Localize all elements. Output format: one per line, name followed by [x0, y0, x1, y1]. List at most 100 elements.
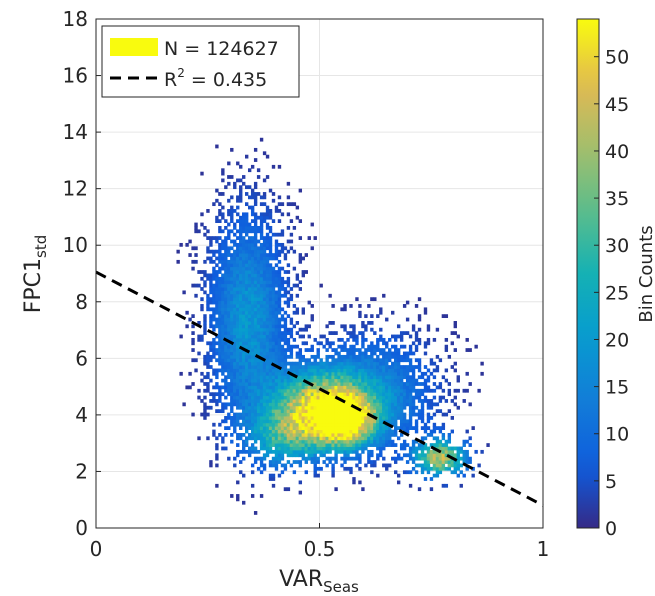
heatmap-bin: [304, 368, 308, 373]
heatmap-bin: [402, 388, 407, 393]
heatmap-bin: [304, 382, 308, 386]
heatmap-bin: [283, 348, 288, 352]
heatmap-bin: [417, 443, 422, 447]
heatmap-bin: [361, 429, 365, 434]
heatmap-bin: [361, 443, 365, 447]
heatmap-bin: [221, 402, 225, 407]
heatmap-bin: [438, 385, 443, 390]
heatmap-bin: [298, 385, 303, 390]
heatmap-bin: [304, 270, 308, 274]
heatmap-bin: [396, 436, 401, 441]
heatmap-bin: [304, 358, 308, 363]
heatmap-bin: [456, 460, 460, 464]
heatmap-bin: [268, 361, 273, 366]
heatmap-bin: [218, 266, 222, 271]
heatmap-bin: [215, 409, 219, 414]
heatmap-bin: [245, 371, 249, 376]
heatmap-bin: [215, 443, 219, 447]
heatmap-bin: [239, 354, 243, 359]
heatmap-bin: [310, 460, 314, 464]
heatmap-bin: [358, 432, 362, 437]
heatmap-bin: [227, 382, 231, 386]
heatmap-bin: [307, 443, 311, 447]
heatmap-bin: [274, 246, 279, 251]
heatmap-bin: [221, 290, 225, 295]
heatmap-bin: [379, 422, 383, 427]
x-tick-label: 0: [90, 537, 103, 561]
heatmap-bin: [301, 378, 305, 383]
heatmap-bin: [411, 466, 416, 471]
heatmap-bin: [307, 429, 311, 434]
heatmap-bin: [191, 246, 195, 251]
heatmap-bin: [361, 337, 365, 342]
heatmap-bin: [233, 290, 237, 295]
heatmap-bin: [402, 399, 407, 403]
heatmap-bin: [239, 229, 243, 234]
heatmap-bin: [245, 239, 249, 244]
heatmap-bin: [289, 402, 294, 407]
heatmap-bin: [376, 382, 380, 386]
heatmap-bin: [325, 399, 329, 403]
heatmap-bin: [239, 436, 243, 441]
heatmap-bin: [444, 378, 449, 383]
heatmap-bin: [176, 259, 180, 264]
heatmap-bin: [227, 253, 231, 257]
heatmap-bin: [265, 358, 270, 363]
heatmap-bin: [370, 368, 374, 373]
heatmap-bin: [265, 432, 270, 437]
heatmap-bin: [295, 446, 300, 451]
heatmap-bin: [256, 297, 261, 302]
heatmap-bin: [259, 334, 264, 339]
heatmap-bin: [256, 321, 261, 325]
heatmap-bin: [253, 321, 258, 325]
heatmap-bin: [286, 392, 291, 397]
heatmap-bin: [289, 416, 294, 420]
heatmap-bin: [265, 263, 270, 268]
heatmap-bin: [313, 365, 317, 369]
heatmap-bin: [450, 453, 454, 458]
heatmap-bin: [256, 358, 261, 363]
heatmap-bin: [388, 337, 392, 342]
heatmap-bin: [277, 412, 282, 417]
heatmap-bin: [316, 473, 320, 478]
heatmap-bin: [236, 273, 240, 278]
heatmap-bin: [423, 399, 428, 403]
heatmap-bin: [233, 354, 237, 359]
heatmap-bin: [262, 382, 267, 386]
heatmap-bin: [236, 307, 240, 312]
heatmap-bin: [242, 456, 246, 461]
heatmap-bin: [352, 344, 356, 349]
heatmap-bin: [331, 419, 335, 424]
heatmap-bin: [212, 310, 216, 315]
heatmap-bin: [402, 470, 407, 475]
heatmap-bin: [328, 392, 332, 397]
heatmap-bin: [370, 470, 374, 475]
heatmap-bin: [361, 416, 365, 420]
heatmap-bin: [414, 470, 419, 475]
heatmap-bin: [289, 334, 294, 339]
heatmap-bin: [298, 429, 303, 434]
heatmap-bin: [340, 382, 344, 386]
heatmap-bin: [313, 375, 317, 380]
heatmap-bin: [277, 443, 282, 447]
heatmap-bin: [399, 358, 404, 363]
heatmap-bin: [233, 307, 237, 312]
heatmap-bin: [268, 446, 273, 451]
heatmap-bin: [379, 334, 383, 339]
heatmap-bin: [247, 341, 252, 346]
colorbar-tick-label: 50: [605, 47, 629, 69]
heatmap-bin: [265, 154, 270, 159]
heatmap-bin: [310, 405, 314, 410]
heatmap-bin: [307, 371, 311, 376]
heatmap-bin: [355, 446, 359, 451]
heatmap-bin: [265, 300, 270, 305]
heatmap-bin: [352, 409, 356, 414]
heatmap-bin: [236, 497, 240, 502]
heatmap-bin: [271, 283, 276, 288]
heatmap-bin: [245, 273, 249, 278]
heatmap-bin: [319, 382, 323, 386]
heatmap-bin: [262, 290, 267, 295]
heatmap-bin: [414, 405, 419, 410]
heatmap-bin: [435, 426, 440, 430]
heatmap-bin: [319, 432, 323, 437]
